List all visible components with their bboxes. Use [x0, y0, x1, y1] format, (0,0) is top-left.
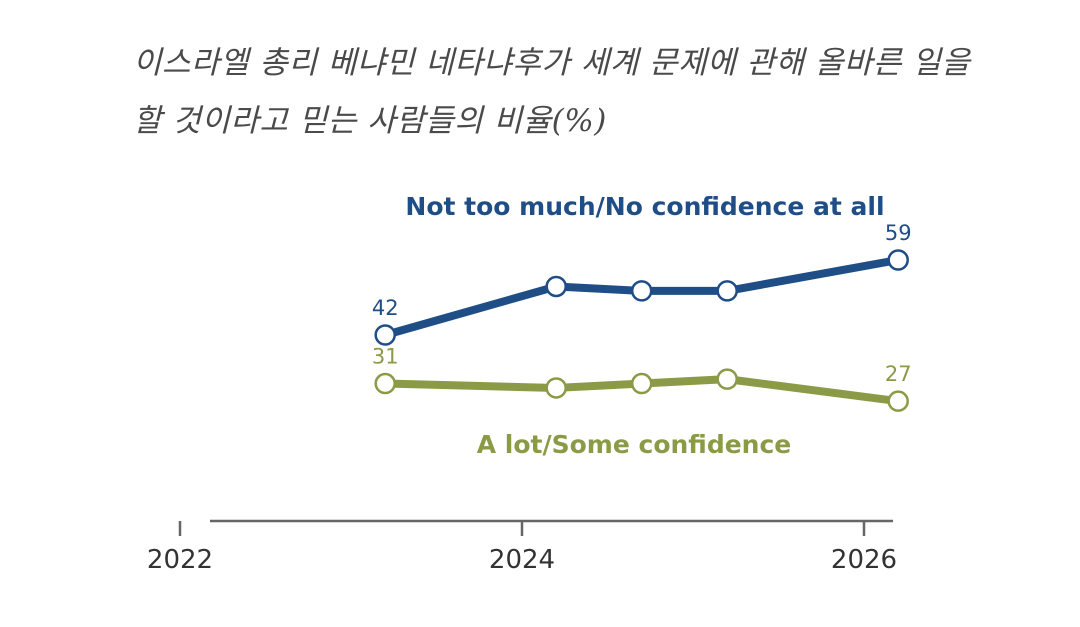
- series-name-label-1: A lot/Some confidence: [477, 430, 792, 459]
- data-label-0-0: 42: [372, 296, 399, 320]
- data-point-0-2: [630, 280, 653, 302]
- x-tick-label-2026: 2026: [831, 545, 897, 575]
- chart-title: 이스라엘 총리 베냐민 네타냐후가 세계 문제에 관해 올바른 일을 할 것이라…: [133, 45, 971, 139]
- data-point-1-3: [716, 368, 738, 390]
- data-point-1-1: [545, 377, 567, 399]
- x-tick-label-2022: 2022: [147, 545, 213, 575]
- series-name-label-0: Not too much/No confidence at all: [405, 192, 884, 221]
- data-point-0-1: [545, 275, 567, 298]
- data-point-0-3: [716, 280, 738, 302]
- data-label-1-4: 27: [885, 362, 912, 386]
- data-point-1-2: [630, 372, 653, 395]
- data-point-0-0: [374, 324, 396, 346]
- data-point-1-4: [887, 390, 909, 412]
- x-tick-label-2024: 2024: [489, 545, 555, 575]
- data-label-0-4: 59: [885, 221, 912, 245]
- data-point-0-4: [887, 249, 909, 271]
- data-point-1-0: [374, 372, 396, 395]
- data-label-1-0: 31: [372, 345, 399, 369]
